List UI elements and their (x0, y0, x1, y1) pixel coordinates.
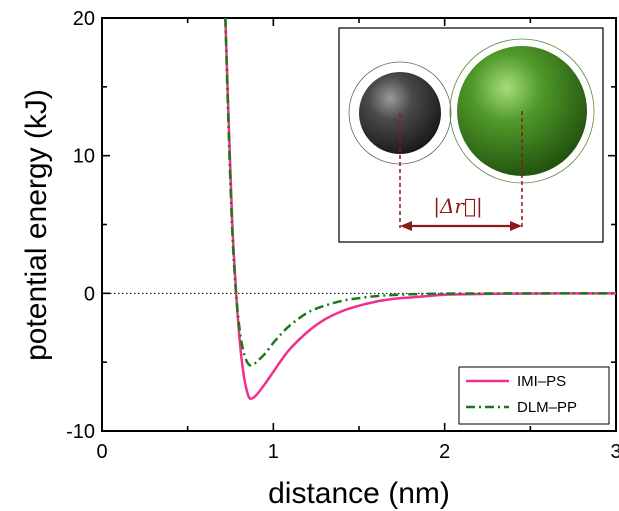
series-line-imi-ps (224, 18, 616, 401)
x-tick-label: 1 (268, 441, 279, 463)
y-tick-label: 10 (73, 146, 95, 168)
axis-ticks (101, 17, 617, 432)
y-axis-title: potential energy (kJ) (20, 89, 53, 361)
arrowhead-right-icon (510, 221, 522, 231)
y-tick-labels: -10 0 10 20 (66, 8, 95, 443)
y-tick-label: 0 (84, 283, 95, 305)
distance-label: |Δr⃗| (433, 194, 482, 219)
x-tick-labels: 0 1 2 3 (96, 441, 619, 463)
inset-diagram: |Δr⃗| (338, 27, 604, 243)
legend-label-dlm-pp: DLM–PP (517, 399, 577, 416)
x-tick-label: 2 (439, 441, 450, 463)
x-axis-title: distance (nm) (268, 477, 450, 510)
arrowhead-left-icon (400, 221, 412, 231)
series-line-dlm-pp (224, 18, 616, 367)
x-tick-label: 0 (96, 441, 107, 463)
legend-label-imi-ps: IMI–PS (517, 373, 566, 390)
x-tick-label: 3 (610, 441, 619, 463)
y-tick-label: 20 (73, 8, 95, 30)
y-tick-label: -10 (66, 421, 95, 443)
legend: IMI–PS DLM–PP (458, 366, 610, 425)
legend-frame (458, 366, 610, 425)
